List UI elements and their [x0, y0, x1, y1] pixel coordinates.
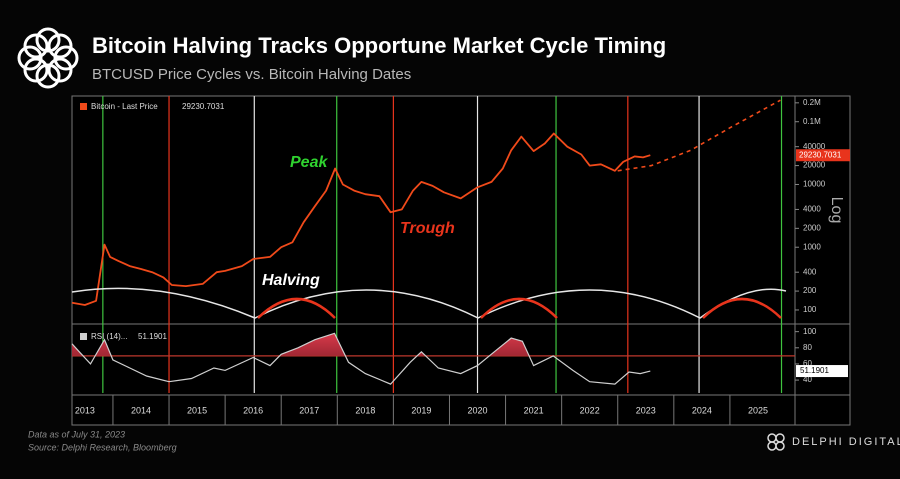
last-value-label: 51.1901 — [800, 366, 829, 375]
x-tick-label: 2019 — [411, 405, 431, 415]
x-tick-label: 2018 — [355, 405, 375, 415]
logo — [17, 27, 79, 89]
brand: DELPHI DIGITAL — [792, 436, 900, 448]
trough-arcs — [257, 297, 782, 319]
brand-logo — [767, 433, 785, 451]
x-tick-label: 2013 — [75, 405, 95, 415]
title: Bitcoin Halving Tracks Opportune Market … — [92, 33, 666, 58]
y-tick-label: 40 — [803, 375, 812, 384]
subtitle: BTCUSD Price Cycles vs. Bitcoin Halving … — [92, 66, 411, 83]
y-tick-label: 4000 — [803, 205, 821, 214]
y-tick-label: 2000 — [803, 223, 821, 232]
legend-label: RSI (14)... — [91, 332, 127, 341]
legend-swatch — [80, 103, 87, 110]
plot: 100 200 400 1000 2000 4000 10000 20000 40000 0.1M… — [71, 96, 850, 425]
rsi-overbought-area — [72, 333, 651, 356]
y-tick-label: 0.1M — [803, 117, 821, 126]
x-tick-label: 2022 — [580, 405, 600, 415]
x-tick-label: 2023 — [636, 405, 656, 415]
last-value-box — [796, 365, 848, 378]
legend-swatch — [80, 333, 87, 340]
last-value-label: 29230.7031 — [799, 150, 842, 159]
x-tick-label: 2020 — [468, 405, 488, 415]
x-tick-label: 2024 — [692, 405, 712, 415]
x-tick-label: 2016 — [243, 405, 263, 415]
footnote: Data as of July 31, 2023 — [28, 429, 125, 439]
halving-cycle-arcs — [71, 287, 787, 319]
source: Source: Delphi Research, Bloomberg — [28, 442, 177, 452]
annotation: Halving — [262, 272, 320, 289]
x-tick-label: 2015 — [187, 405, 207, 415]
legend-value: 29230.7031 — [182, 102, 225, 111]
y-tick-label: 40000 — [803, 142, 826, 151]
y-tick-label: 100 — [803, 327, 817, 336]
x-tick-label: 2014 — [131, 405, 151, 415]
y-tick-label: 1000 — [803, 242, 821, 251]
price-line — [71, 132, 651, 306]
y-tick-label: 400 — [803, 267, 817, 276]
chart-frame — [71, 95, 851, 426]
y-tick-label: 200 — [803, 286, 817, 295]
y-tick-label: 0.2M — [803, 98, 821, 107]
y-tick-label: 20000 — [803, 161, 826, 170]
annotation: Trough — [400, 220, 455, 237]
y-tick-label: 60 — [803, 359, 812, 368]
y-tick-label: 100 — [803, 305, 817, 314]
y-tick-label: 10000 — [803, 180, 826, 189]
y-tick-label: 80 — [803, 343, 812, 352]
x-tick-label: 2021 — [524, 405, 544, 415]
legend-value: 51.1901 — [138, 332, 167, 341]
axis-label: Log — [828, 197, 845, 224]
annotation: Peak — [290, 154, 328, 171]
legend-label: Bitcoin - Last Price — [91, 102, 158, 111]
x-tick-label: 2025 — [748, 405, 768, 415]
last-value-box — [796, 149, 850, 162]
x-tick-label: 2017 — [299, 405, 319, 415]
rsi-line — [71, 332, 651, 385]
